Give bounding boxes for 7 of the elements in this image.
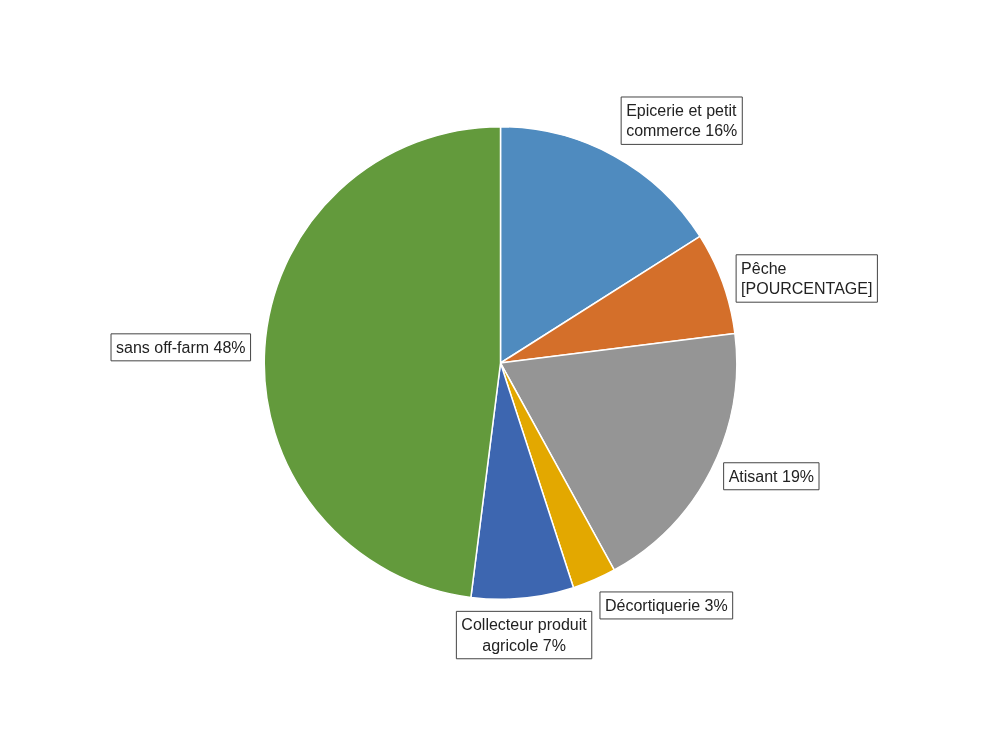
slice-label: sans off-farm 48% bbox=[116, 338, 246, 356]
data-label: [POURCENTAGE] bbox=[741, 280, 873, 298]
slice-label: Décortiquerie 3% bbox=[604, 596, 728, 614]
slice-label: Pêche bbox=[741, 259, 787, 277]
slice-label: Epicerie et petit commerce 16% bbox=[626, 101, 738, 140]
slice-label: Atisant 19% bbox=[728, 467, 815, 485]
slice-label: Collecteur produit agricole 7% bbox=[461, 616, 588, 654]
